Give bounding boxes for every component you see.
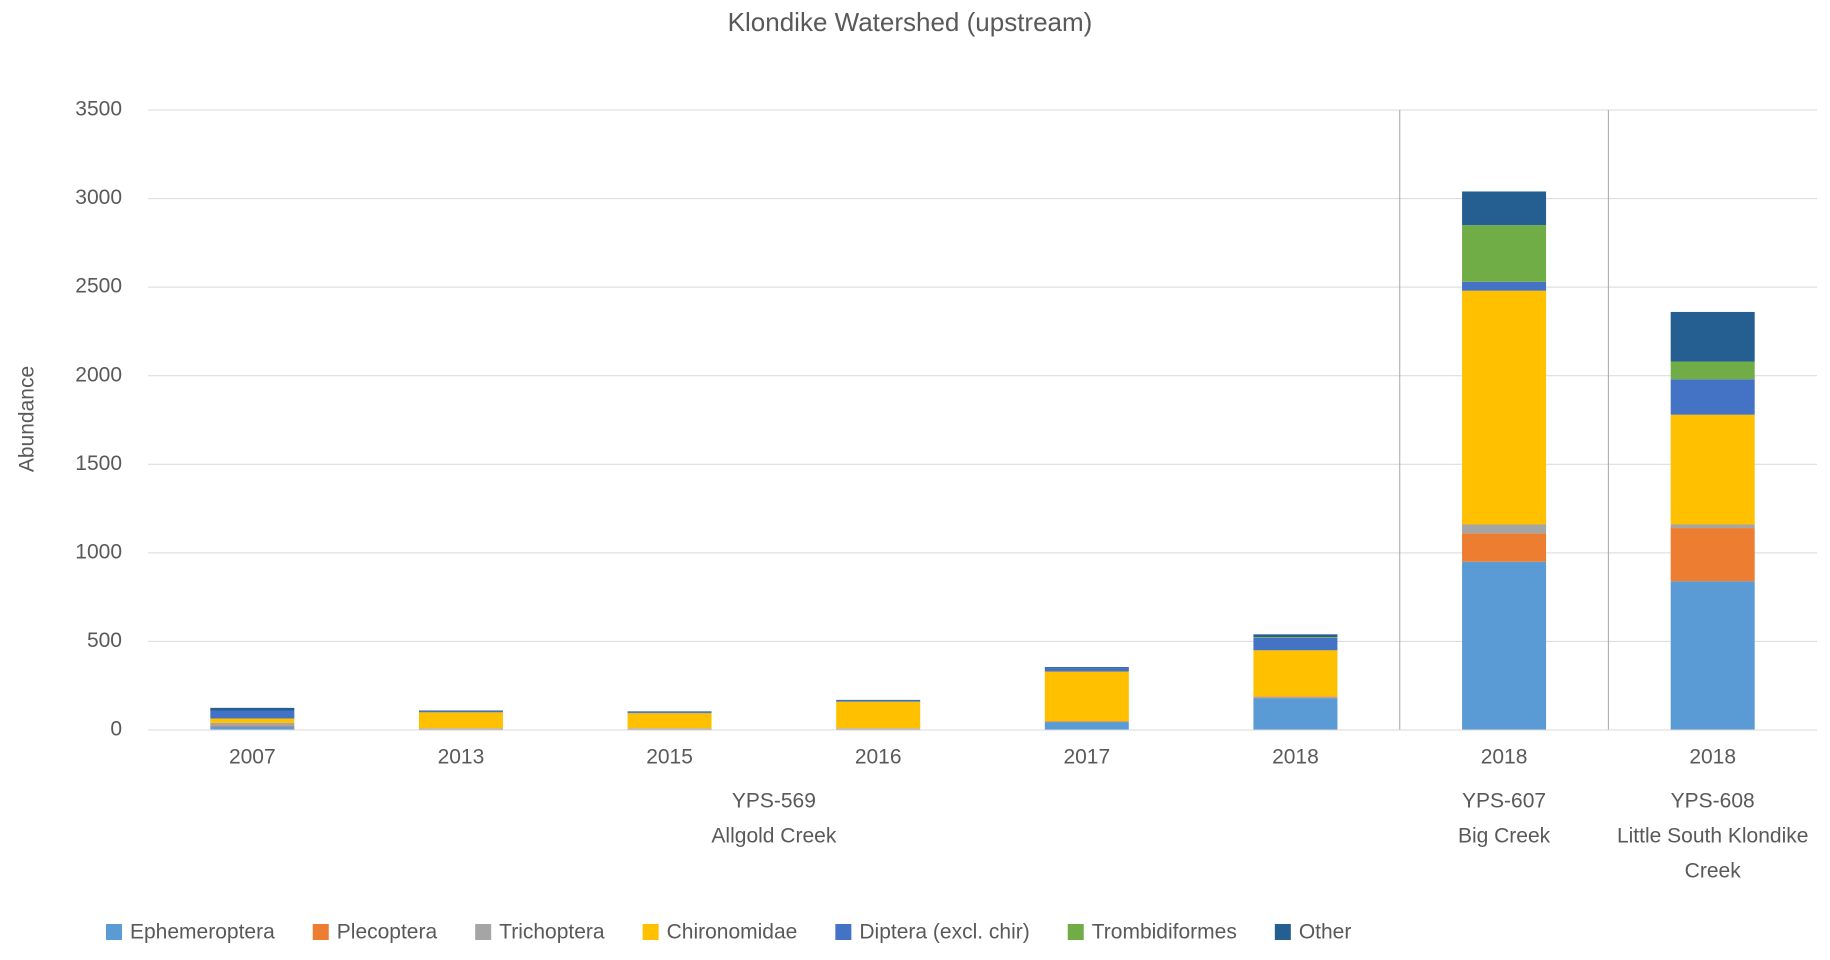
bar-segment — [1670, 379, 1755, 415]
bar-segment — [1462, 561, 1547, 730]
bar-segment — [210, 710, 295, 719]
bar-segment — [210, 722, 295, 726]
y-tick-label: 1000 — [75, 540, 122, 563]
chart-title: Klondike Watershed (upstream) — [728, 7, 1093, 37]
y-tick-label: 2000 — [75, 363, 122, 386]
bar-segment — [1462, 290, 1547, 525]
group-label: Big Creek — [1458, 825, 1551, 848]
bar-segment — [1044, 722, 1129, 730]
bar-segment — [836, 701, 921, 729]
legend-label: Ephemeroptera — [130, 921, 275, 944]
bar-segment — [627, 713, 712, 729]
x-tick-label: 2015 — [646, 746, 693, 769]
bar-segment — [836, 700, 921, 702]
bar-segment — [1044, 671, 1129, 722]
legend-swatch — [106, 924, 122, 940]
bar-segment — [1044, 667, 1129, 668]
bar-segment — [1253, 698, 1338, 730]
x-tick-label: 2016 — [855, 746, 902, 769]
bar-segment — [1044, 721, 1129, 723]
bar-segment — [1670, 311, 1755, 362]
bar-segment — [836, 728, 921, 729]
x-tick-label: 2007 — [229, 746, 276, 769]
bar-segment — [1253, 697, 1338, 699]
bar-segment — [1462, 533, 1547, 562]
bar-segment — [210, 725, 295, 727]
legend-label: Other — [1299, 921, 1352, 944]
x-tick-label: 2018 — [1272, 746, 1319, 769]
bar-segment — [1670, 524, 1755, 529]
x-tick-label: 2017 — [1063, 746, 1110, 769]
bar-segment — [1462, 191, 1547, 226]
bar-segment — [210, 726, 295, 730]
bar-segment — [1044, 668, 1129, 672]
y-tick-label: 3500 — [75, 98, 122, 121]
legend-swatch — [475, 924, 492, 940]
x-tick-label: 2018 — [1689, 746, 1736, 769]
bar-segment — [1253, 637, 1338, 651]
group-label: YPS-608 — [1671, 790, 1755, 813]
y-tick-label: 1500 — [75, 452, 122, 475]
bar-segment — [1462, 225, 1547, 282]
legend-label: Trombidiformes — [1092, 921, 1237, 944]
bar-segment — [210, 718, 295, 723]
bar-segment — [418, 712, 503, 729]
group-label: YPS-607 — [1462, 790, 1546, 813]
y-tick-label: 0 — [110, 718, 122, 741]
bar-segment — [1670, 528, 1755, 582]
bar-segment — [1462, 281, 1547, 291]
bar-segment — [1670, 581, 1755, 730]
bar-segment — [418, 728, 503, 729]
bar-segment — [210, 707, 295, 711]
y-tick-label: 2500 — [75, 275, 122, 298]
y-axis-label: Abundance — [16, 366, 39, 472]
bar-segment — [627, 711, 712, 713]
group-label: Little South Klondike — [1617, 825, 1808, 848]
bar-segment — [1253, 634, 1338, 637]
bar-segment — [627, 712, 712, 714]
bar-segment — [1462, 524, 1547, 534]
bar-segment — [1670, 361, 1755, 380]
legend-label: Diptera (excl. chir) — [859, 921, 1029, 944]
y-tick-label: 500 — [87, 629, 122, 652]
legend-swatch — [642, 924, 659, 940]
legend-swatch — [1067, 924, 1084, 940]
legend-swatch — [312, 924, 329, 940]
legend-swatch — [835, 924, 852, 940]
x-tick-label: 2018 — [1481, 746, 1528, 769]
legend-label: Plecoptera — [337, 921, 438, 944]
bar-segment — [1253, 696, 1338, 698]
x-tick-label: 2013 — [438, 746, 485, 769]
legend-label: Chironomidae — [667, 921, 798, 944]
group-label: Creek — [1685, 860, 1742, 883]
group-label: YPS-569 — [732, 790, 816, 813]
bar-segment — [1670, 414, 1755, 525]
bar-segment — [836, 699, 921, 701]
bar-segment — [627, 728, 712, 729]
y-tick-label: 3000 — [75, 186, 122, 209]
group-label: Allgold Creek — [711, 825, 836, 848]
bar-segment — [418, 710, 503, 712]
legend-label: Trichoptera — [499, 921, 605, 944]
legend-swatch — [1274, 924, 1291, 940]
bar-segment — [418, 711, 503, 713]
bar-segment — [1253, 637, 1338, 638]
bar-segment — [1253, 650, 1338, 697]
